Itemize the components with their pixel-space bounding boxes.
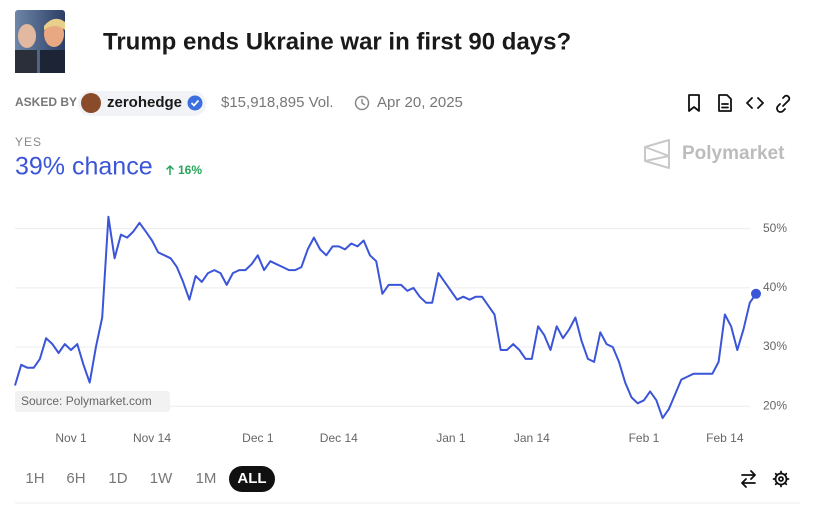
range-button[interactable]: 6H [66,470,85,487]
swap-icon[interactable] [741,470,756,488]
embed-icon[interactable] [746,97,764,109]
document-icon[interactable] [718,94,732,112]
user-chip[interactable] [78,91,206,116]
x-tick-label: Jan 14 [514,431,550,445]
brand-name: Polymarket [682,143,785,164]
verified-check [190,99,200,107]
brand-logo [644,139,670,169]
y-tick-label: 30% [763,339,787,353]
current-point [751,288,761,299]
source: Source: Polymarket.com [21,394,152,408]
outcome-label: YES [15,135,42,149]
y-tick-label: 20% [763,398,787,412]
range-button[interactable]: 1D [108,470,127,487]
x-tick-label: Jan 1 [436,431,466,445]
bookmark-icon[interactable] [688,94,700,112]
range-selected-bg [229,466,275,492]
title: Trump ends Ukraine war in first 90 days? [103,28,571,55]
range-button[interactable]: 1H [25,470,44,487]
settings-icon[interactable] [772,470,790,488]
x-tick-label: Feb 1 [629,431,660,445]
range-button[interactable]: 1W [150,470,173,487]
verified-badge [187,95,203,111]
chart: 20% 30% 40% 50% Nov 1 Nov 14 Dec 1 Dec 14 Jan 1 J… [14,215,787,445]
user-name[interactable]: zerohedge [107,94,182,111]
change-arrow [165,164,175,175]
thumbnail [15,10,65,73]
change: 16% [178,163,202,177]
x-tick-label: Dec 14 [320,431,358,445]
y-tick-label: 40% [763,280,787,294]
asked-by-label: ASKED BY [15,95,77,109]
link-icon[interactable] [776,94,791,113]
chance: 39% chance [15,153,153,181]
avatar [81,93,101,113]
source-box [15,391,170,412]
range-button[interactable]: ALL [237,470,266,487]
x-tick-label: Dec 1 [242,431,274,445]
end-date: Apr 20, 2025 [377,94,463,111]
y-tick-label: 50% [763,221,787,235]
range-selector: 1H 6H 1D 1W 1M ALL [25,466,275,492]
price-line [14,215,757,420]
range-button[interactable]: 1M [196,470,217,487]
x-tick-label: Nov 1 [55,431,87,445]
clock-icon [354,95,370,111]
x-tick-label: Nov 14 [133,431,171,445]
x-tick-label: Feb 14 [706,431,744,445]
volume: $15,918,895 Vol. [221,94,334,111]
